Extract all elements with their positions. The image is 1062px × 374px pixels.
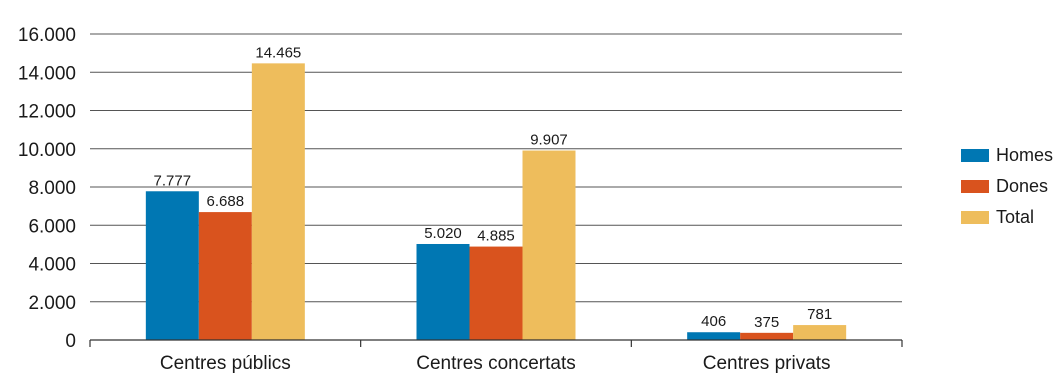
category-label: Centres privats — [703, 353, 831, 374]
bar-homes — [145, 191, 199, 340]
data-label: 5.020 — [424, 225, 462, 242]
y-tick-label: 6.000 — [28, 216, 76, 237]
bar-dones — [198, 212, 252, 340]
bars — [145, 63, 847, 341]
bar-homes — [416, 243, 470, 340]
bar-total — [793, 325, 847, 340]
bar-dones — [740, 332, 794, 340]
category-label: Centres concertats — [416, 353, 575, 374]
y-tick-label: 12.000 — [18, 102, 76, 123]
legend-label: Total — [996, 207, 1034, 227]
y-tick-label: 10.000 — [18, 140, 76, 161]
bar-homes — [687, 332, 741, 340]
y-tick-label: 2.000 — [28, 293, 76, 314]
y-axis-ticks: 0 2.000 4.000 6.000 8.000 10.000 12.000 14.000 1… — [18, 25, 76, 352]
y-tick-label: 16.000 — [18, 25, 76, 46]
category-labels: Centres públics Centres concertats Centres… — [160, 353, 831, 374]
data-label: 9.907 — [530, 132, 568, 149]
data-label: 4.885 — [477, 228, 515, 245]
y-tick-label: 14.000 — [18, 63, 76, 84]
legend-swatch-total — [961, 211, 989, 224]
y-tick-label: 8.000 — [28, 178, 76, 199]
legend-label: Dones — [996, 176, 1048, 196]
data-label: 14.465 — [255, 44, 301, 61]
x-axis — [89, 339, 903, 347]
legend-label: Homes — [996, 145, 1053, 165]
legend: Homes Dones Total — [961, 145, 1053, 227]
y-tick-label: 4.000 — [28, 255, 76, 276]
data-label: 406 — [701, 313, 726, 330]
data-label: 781 — [807, 306, 832, 323]
bar-total — [251, 63, 305, 341]
legend-swatch-dones — [961, 180, 989, 193]
legend-swatch-homes — [961, 149, 989, 162]
data-label: 6.688 — [207, 193, 245, 210]
y-tick-label: 0 — [65, 331, 76, 352]
data-label: 7.777 — [154, 172, 192, 189]
data-labels: 7.777 6.688 14.465 5.020 4.885 9.907 406 375 781 — [154, 44, 833, 330]
data-label: 375 — [754, 314, 779, 331]
bar-dones — [469, 246, 523, 340]
category-label: Centres públics — [160, 353, 291, 374]
bar-total — [522, 150, 576, 340]
